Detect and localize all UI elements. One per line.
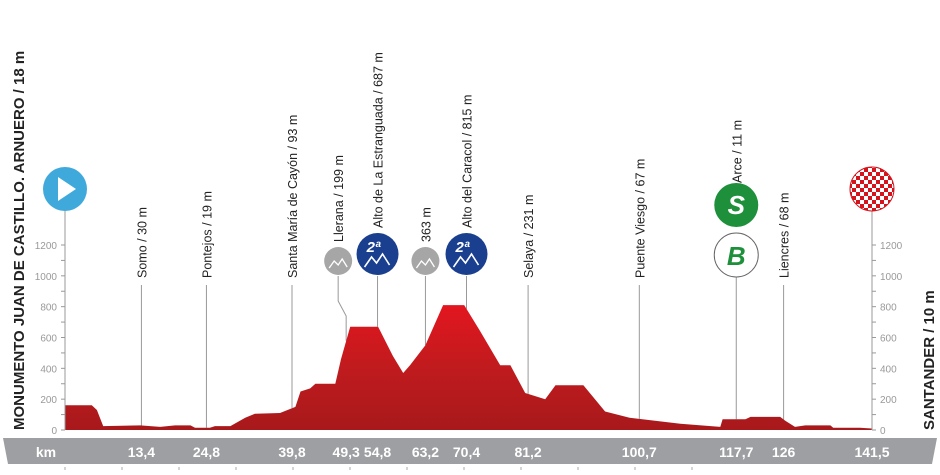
finish-label: SANTANDER / 10 m [921,290,938,430]
km-marker-label: 39,8 [278,444,305,460]
bonus-icon [713,232,759,278]
waypoint-line [337,276,347,341]
sprint-letter: S [728,190,746,220]
waypoint-label: Selaya / 231 m [522,195,536,278]
waypoint-label: Alto del Caracol / 815 m [461,95,475,228]
y-tick-label: 800 [40,303,57,314]
bonus-letter: B [727,241,746,271]
waypoint-label: 363 m [419,207,433,242]
km-marker-label: 54,8 [364,444,391,460]
y-tick-label: 600 [40,334,57,345]
finish-icon-border [849,166,895,212]
y-tick-label: 1000 [35,272,58,283]
y-tick-label: 0 [51,426,57,437]
km-marker-label: 100,7 [622,444,657,460]
mountain-icon [415,257,435,269]
waypoint-label: Somo / 30 m [135,207,149,278]
waypoint-label: Liencres / 68 m [778,193,792,278]
km-marker-label: 24,8 [193,444,220,460]
x-axis-label: km [36,444,56,460]
km-marker-label: 81,2 [514,444,541,460]
y-tick-label: 0 [880,426,886,437]
play-arrow-icon [58,177,76,201]
y-tick-label: 200 [880,395,897,406]
km-marker-label: 63,2 [412,444,439,460]
mountain-icon [452,252,480,268]
waypoint-label: Puente Viesgo / 67 m [633,159,647,278]
km-marker-label: 70,4 [453,444,480,460]
mountain-icon [363,252,391,268]
finish-flag-icon [850,167,894,211]
km-marker-label: 117,7 [719,444,753,460]
y-tick-label: 600 [880,334,897,345]
waypoint-label: Pontejos / 19 m [200,191,214,278]
km-marker-label: 126 [772,444,796,460]
uncategorized-climb-icon [411,247,440,275]
y-tick-label: 200 [40,395,57,406]
climb-category-badge: 2ª [455,239,470,256]
waypoint-label: Arce / 11 m [730,120,744,183]
km-marker-label: 141,5 [854,444,889,460]
mountain-icon [328,257,348,269]
waypoint-label: Santa María de Cayón / 93 m [286,115,300,278]
waypoint-label: Llerana / 199 m [332,155,346,242]
sprint-icon [714,183,759,227]
km-marker-label: 13,4 [128,444,155,460]
y-tick-label: 800 [880,303,897,314]
elevation-profile-area [65,305,872,430]
km-marker-label: 49,3 [333,444,360,460]
y-tick-label: 1200 [880,241,903,252]
uncategorized-climb-icon [324,247,353,275]
y-tick-label: 400 [880,364,897,375]
climb-category-badge: 2ª [366,239,381,256]
start-label: MONUMENTO JUAN DE CASTILLO. ARNUERO / 18… [11,51,28,430]
waypoint-label: Alto de La Estranguada / 687 m [372,52,386,228]
y-tick-label: 1000 [880,272,903,283]
y-tick-label: 1200 [35,241,58,252]
km-axis-band [3,438,937,464]
y-tick-label: 400 [40,364,57,375]
